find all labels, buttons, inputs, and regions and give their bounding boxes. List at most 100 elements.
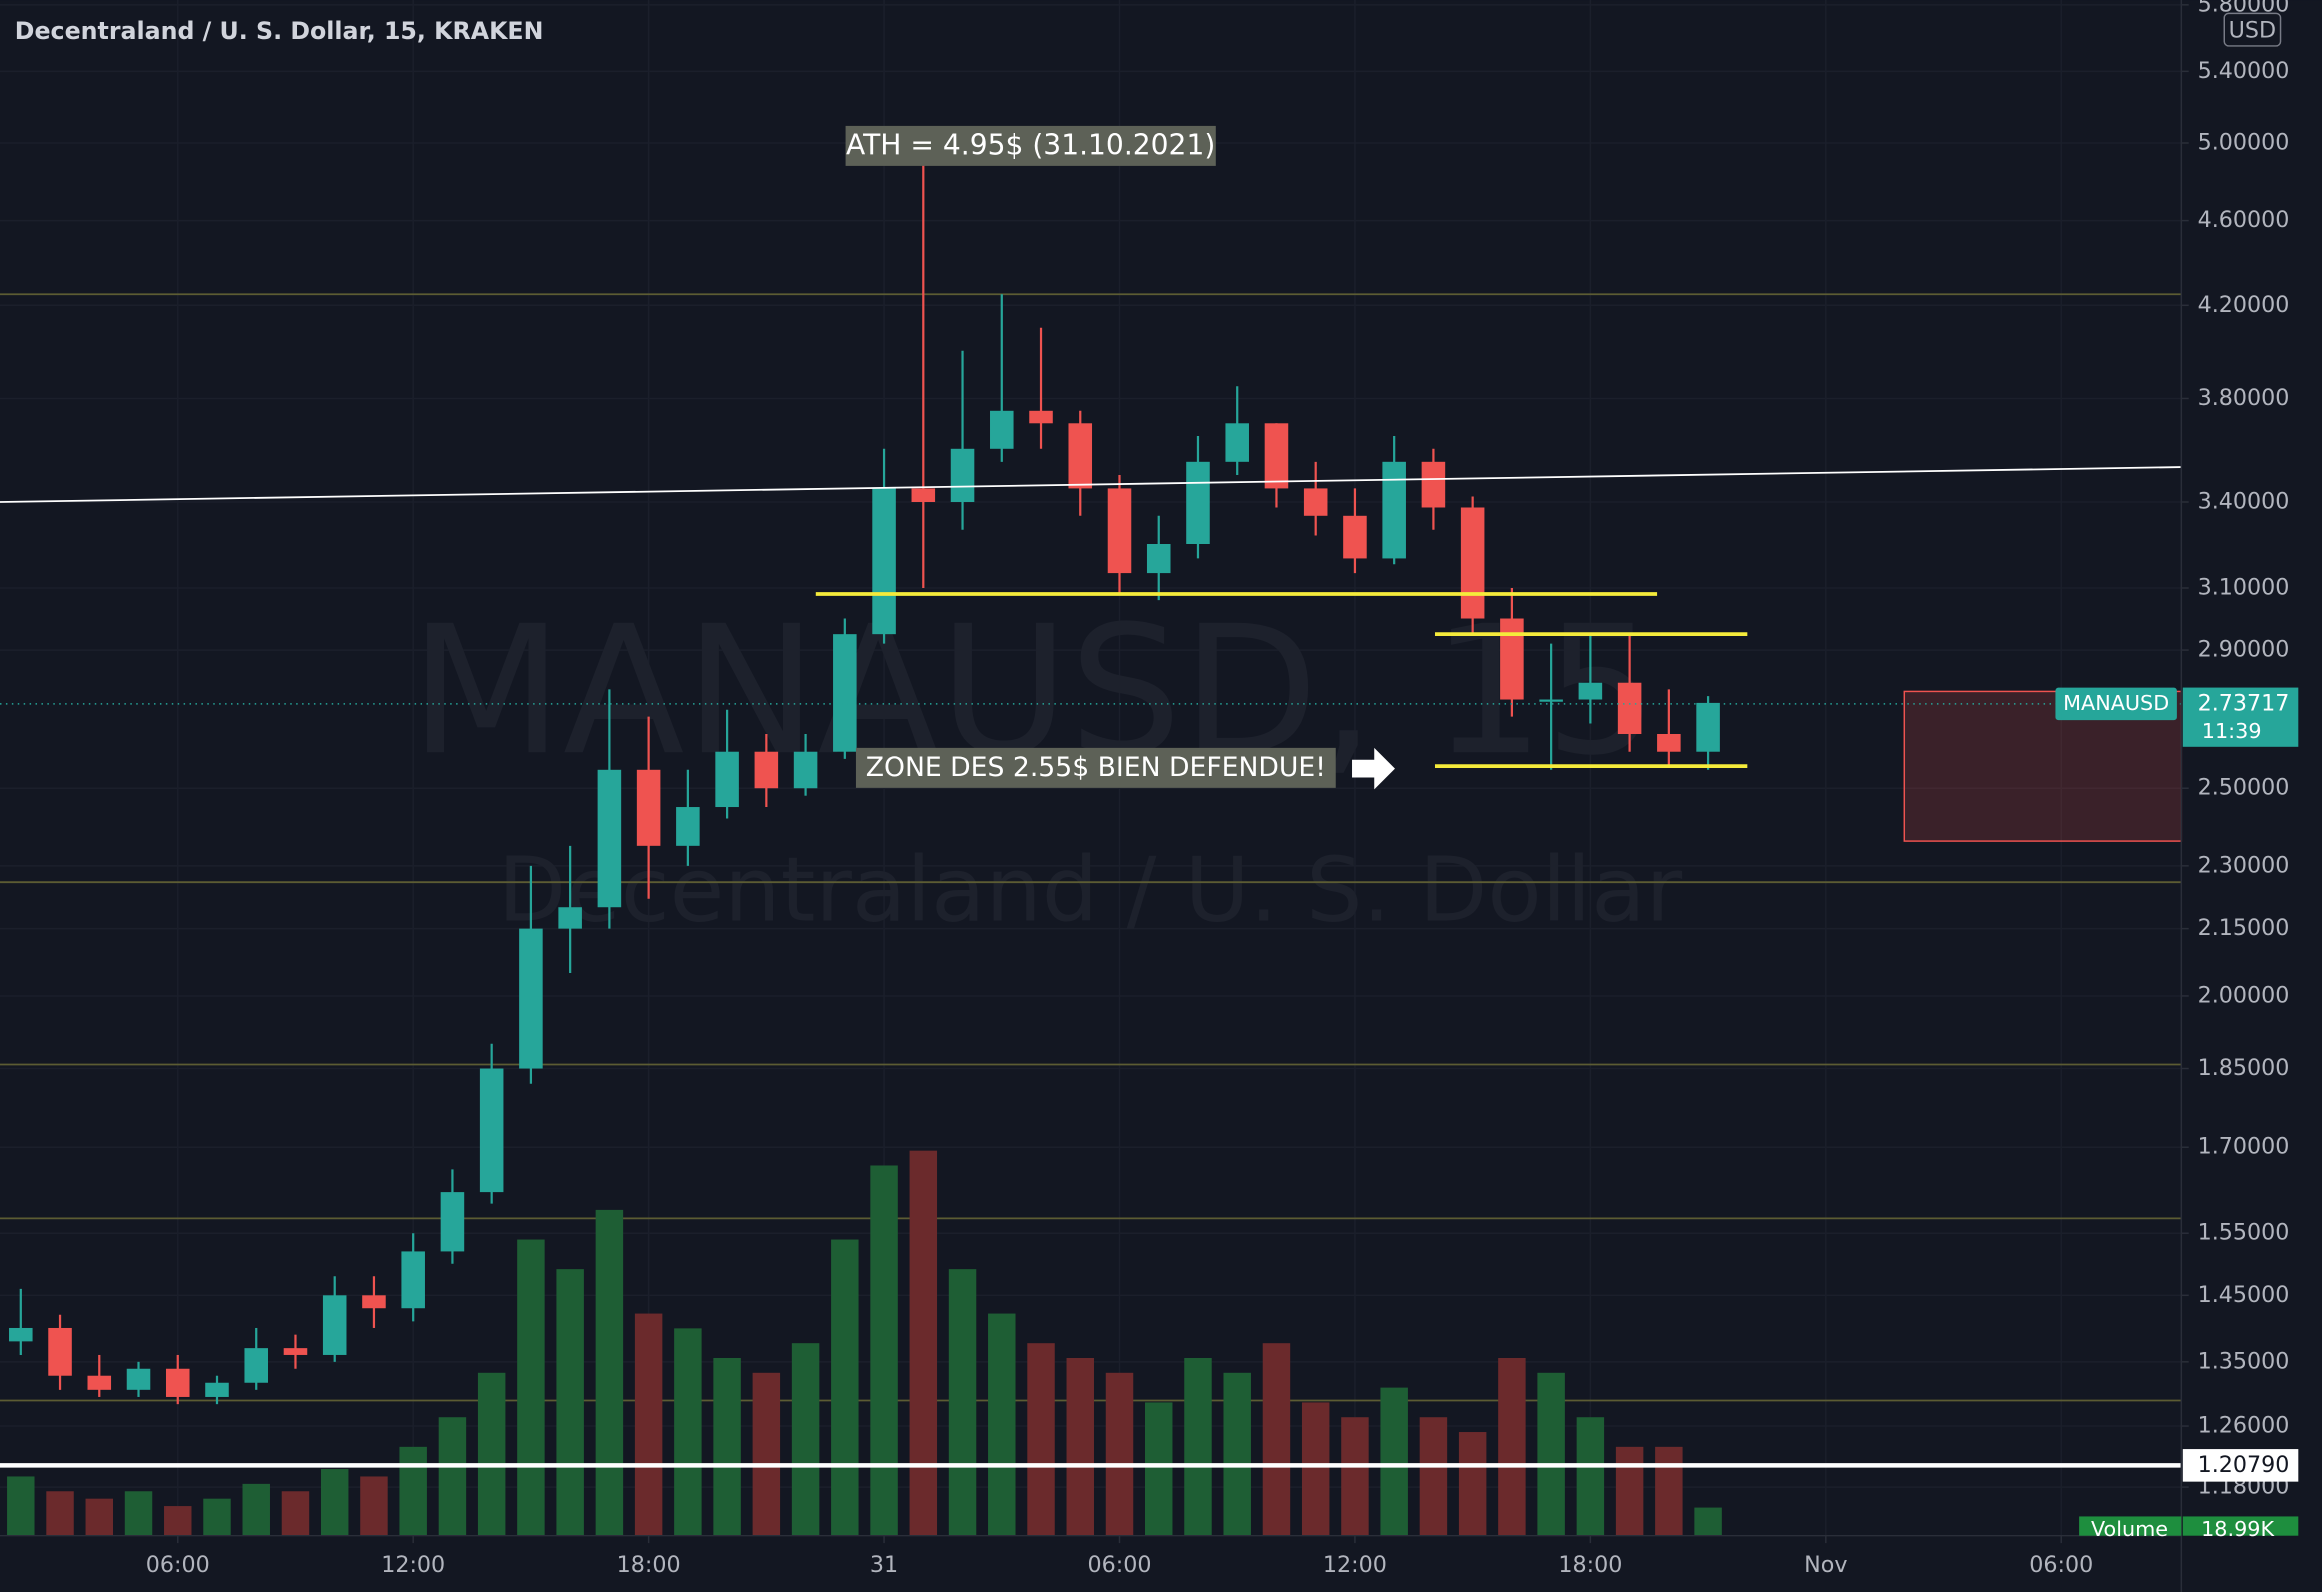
volume-bar [360,1476,388,1536]
candle-body [1146,544,1171,574]
candle-body [636,769,661,846]
trend-line [0,466,2182,503]
last-price-label: 2.73717 [2198,690,2290,716]
symbol-box [2055,687,2177,721]
candle-body [1539,699,1563,702]
grid [0,0,2181,1536]
candle-body [950,448,975,503]
volume-bar [1066,1357,1094,1536]
volume-bar [1694,1507,1722,1536]
y-tick-label: 5.40000 [2198,58,2290,84]
y-tick-label: 1.26000 [2198,1413,2290,1439]
y-tick-label: 2.15000 [2198,915,2290,941]
currency-box [2223,12,2282,47]
volume-bar [870,1165,898,1536]
annotation: ATH = 4.95$ (31.10.2021) [846,129,1215,162]
currency: USD [2229,18,2276,44]
axes: 5.800005.400005.000004.600004.200003.800… [146,0,2299,1578]
candle-body [676,807,700,846]
last-price-box [2182,687,2299,747]
volume-bar [1458,1432,1487,1536]
plot-area [0,152,2183,1536]
marked-level-box [2182,1449,2299,1482]
candle-body [87,1375,112,1390]
volume-bar [1027,1343,1055,1536]
annotation-box [855,747,1336,788]
volume-bar [164,1506,192,1536]
annotation: ZONE DES 2.55$ BIEN DEFENDUE! [866,752,1326,783]
candle-body [283,1348,308,1355]
candle-body [9,1327,33,1342]
x-tick-label: Nov [1804,1552,1847,1578]
x-tick-label: 31 [870,1552,898,1578]
volume-bar [634,1313,663,1536]
y-tick-label: 1.35000 [2198,1348,2290,1374]
x-tick-label: 18:00 [617,1552,681,1578]
candle-body [754,751,779,789]
candle-body [1107,488,1132,574]
y-tick-label: 1.70000 [2198,1134,2290,1160]
candle-body [1657,733,1681,752]
candle-body [833,634,857,752]
marked-level-label: 1.20790 [2198,1452,2290,1478]
candle-body [440,1192,465,1252]
candle-body [401,1251,425,1309]
x-tick-label: 06:00 [1087,1552,1151,1578]
annotation-box [845,125,1216,166]
volume-bar [1615,1446,1644,1536]
candle-body [244,1348,269,1383]
candle-body [205,1382,229,1397]
volume-bar [1419,1417,1448,1536]
volume-bar [1341,1417,1369,1536]
candle-body [1186,461,1210,545]
volume-bar [674,1328,702,1536]
y-tick-label: 4.60000 [2198,207,2290,233]
volume-bar [1145,1402,1173,1536]
x-tick-label: 12:00 [381,1552,445,1578]
candle-body [1264,423,1289,489]
symbol-label: MANAUSD [2063,691,2169,715]
y-tick-label: 2.90000 [2198,637,2290,663]
y-tick-label: 2.00000 [2198,982,2290,1008]
volume-bar [791,1343,820,1536]
volume-value-box [2182,1516,2299,1536]
candle-body [519,928,543,1069]
volume-bar [556,1269,584,1536]
candle-body [872,488,896,635]
chart-title: Decentraland / U. S. Dollar, 15, KRAKEN [15,17,544,45]
x-tick-label: 12:00 [1323,1552,1387,1578]
volume-bar [242,1483,270,1536]
candle-body [322,1295,347,1355]
candle-body [715,751,739,808]
y-tick-label: 5.00000 [2198,129,2290,155]
volume-tag [2079,1516,2182,1536]
volume-bar [831,1239,859,1536]
candle-body [1578,682,1603,700]
candle-body [1382,461,1406,559]
y-tick-label: 2.50000 [2198,775,2290,801]
candle-body [1068,423,1093,489]
volume-bar [1301,1402,1330,1536]
volume-bar [124,1491,153,1536]
volume-bar [1380,1387,1408,1536]
y-tick-label: 3.40000 [2198,489,2290,515]
volume-bar [203,1498,231,1536]
candle-body [558,907,582,929]
candle-body [990,410,1014,449]
candle-body [1421,461,1446,508]
candle-body [1303,488,1328,516]
candle-body [1343,515,1367,559]
volume-bar [1262,1343,1291,1536]
candle-body [48,1327,72,1376]
volume-value: 18.99K [2201,1517,2275,1541]
candle-body [911,488,936,503]
volume-bar [1498,1357,1526,1536]
candle-body [1696,702,1720,752]
candle-body [479,1068,504,1193]
candle-body [362,1295,386,1309]
y-tick-label: 2.30000 [2198,852,2290,878]
y-tick-label: 1.55000 [2198,1220,2290,1246]
x-tick-label: 06:00 [2029,1552,2093,1578]
y-tick-label: 4.20000 [2198,292,2290,318]
